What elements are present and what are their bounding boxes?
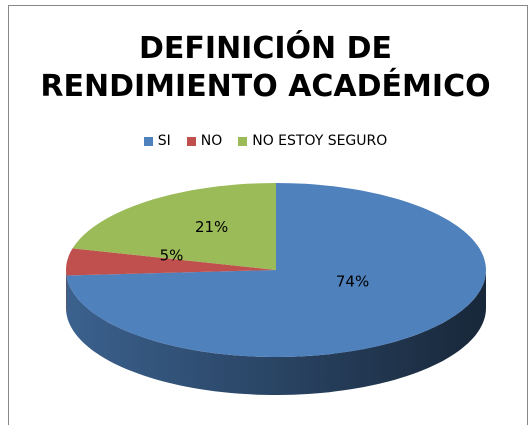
data-label: 5% <box>160 246 184 264</box>
legend-label: NO <box>201 133 223 149</box>
legend-swatch <box>238 137 247 146</box>
legend: SI NO NO ESTOY SEGURO <box>0 133 531 149</box>
legend-label: NO ESTOY SEGURO <box>252 133 387 149</box>
chart-title: DEFINICIÓN DE RENDIMIENTO ACADÉMICO <box>0 30 531 106</box>
legend-item: NO <box>187 133 223 149</box>
data-label: 21% <box>195 218 228 236</box>
legend-swatch <box>187 137 196 146</box>
legend-item: SI <box>144 133 171 149</box>
data-label: 74% <box>336 272 369 290</box>
legend-label: SI <box>158 133 171 149</box>
legend-item: NO ESTOY SEGURO <box>238 133 387 149</box>
legend-swatch <box>144 137 153 146</box>
